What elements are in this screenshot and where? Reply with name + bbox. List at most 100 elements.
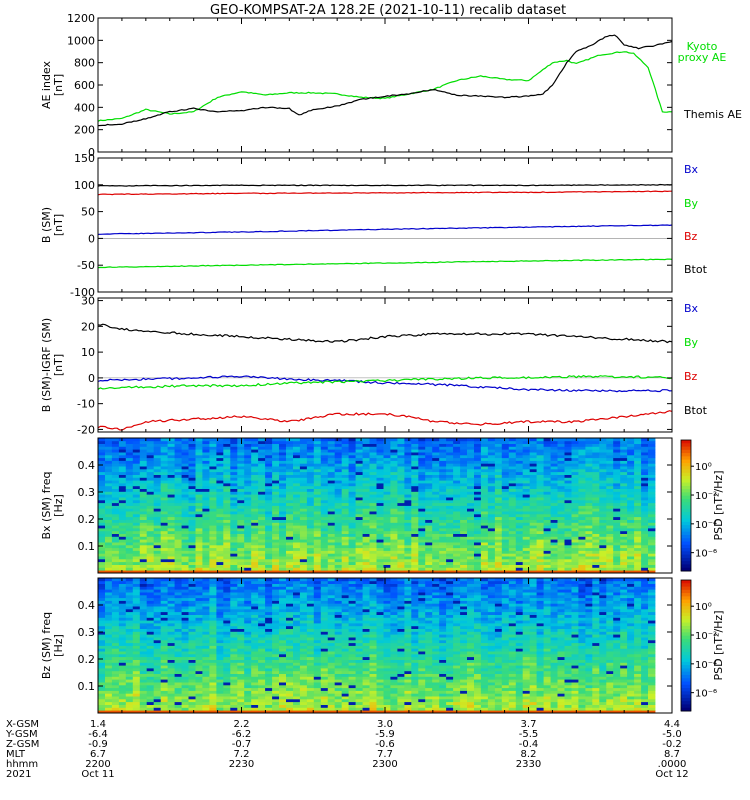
spectrogram-cell	[244, 471, 252, 475]
spectrogram-cell	[418, 516, 426, 520]
spectrogram-cell	[202, 528, 210, 532]
spectrogram-cell	[286, 452, 294, 456]
spectrogram-cell	[550, 474, 558, 478]
spectrogram-cell	[286, 483, 294, 487]
spectrogram-cell	[550, 499, 558, 504]
spectrogram-cell	[571, 491, 579, 495]
spectrogram-cell	[293, 438, 301, 442]
spectrogram-cell	[467, 544, 475, 549]
spectrogram-cell	[641, 452, 649, 456]
spectrogram-cell	[202, 656, 210, 660]
spectrogram-cell	[460, 519, 468, 523]
spectrogram-cell	[181, 662, 189, 666]
spectrogram-cell	[230, 525, 238, 529]
spectrogram-cell	[522, 505, 531, 509]
spectrogram-cell	[111, 623, 120, 627]
spectrogram-cell	[146, 679, 155, 683]
spectrogram-cell	[160, 693, 169, 697]
series-line-by	[97, 258, 673, 269]
spectrogram-cell	[167, 530, 175, 534]
spectrogram-cell	[494, 468, 503, 473]
spectrogram-cell	[125, 488, 134, 492]
spectrogram-cell	[529, 446, 538, 450]
spectrogram-cell	[557, 449, 565, 453]
spectrogram-cell	[202, 704, 210, 708]
spectrogram-cell	[160, 544, 169, 549]
spectrogram-cell	[153, 653, 162, 658]
spectrogram-cell	[174, 662, 182, 666]
spectrogram-cell	[550, 513, 558, 518]
spectrogram-cell	[293, 530, 301, 534]
spectrogram-cell	[634, 497, 642, 501]
spectrogram-cell	[334, 491, 343, 495]
spectrogram-cell	[348, 483, 356, 487]
spectrogram-cell	[118, 499, 127, 504]
spectrogram-cell	[480, 564, 489, 568]
spectrogram-cell	[508, 497, 517, 501]
spectrogram-cell	[592, 542, 600, 546]
spectrogram-cell	[508, 567, 517, 571]
spectrogram-cell	[529, 474, 538, 478]
spectrogram-cell	[508, 485, 517, 489]
spectrogram-cell	[460, 446, 468, 450]
spectrogram-cell	[258, 513, 266, 518]
spectrogram-cell	[125, 623, 134, 627]
spectrogram-cell	[578, 480, 586, 484]
spectrogram-cell	[125, 578, 134, 582]
spectrogram-cell	[432, 522, 440, 526]
spectrogram-cell	[223, 542, 231, 546]
spectrogram-cell	[585, 463, 593, 467]
spectrogram-cell	[613, 460, 621, 464]
spectrogram-cell	[188, 558, 196, 563]
spectrogram-cell	[223, 466, 231, 470]
spectrogram-cell	[327, 530, 336, 534]
spectrogram-cell	[167, 474, 175, 478]
spectrogram-cell	[181, 542, 189, 546]
spectrogram-cell	[118, 578, 127, 582]
spectrogram-cell	[494, 474, 503, 478]
spectrogram-cell	[174, 648, 182, 652]
spectrogram-cell	[306, 508, 315, 512]
spectrogram-cell	[467, 474, 475, 478]
spectrogram-cell	[244, 513, 252, 518]
spectrogram-cell	[425, 539, 433, 543]
spectrogram-cell	[279, 513, 287, 518]
spectrogram-cell	[606, 525, 614, 529]
spectrogram-cell	[132, 603, 141, 607]
spectrogram-cell	[557, 542, 565, 546]
spectrogram-cell	[146, 603, 155, 607]
spectrogram-cell	[418, 468, 426, 473]
spectrogram-cell	[98, 578, 106, 582]
spectrogram-cell	[425, 471, 433, 475]
spectrogram-cell	[536, 491, 544, 495]
spectrogram-cell	[585, 561, 593, 565]
spectrogram-cell	[515, 483, 524, 487]
spectrogram-cell	[209, 494, 217, 498]
spectrogram-cell	[139, 589, 148, 593]
spectrogram-cell	[202, 547, 210, 551]
spectrogram-cell	[279, 438, 287, 442]
spectrogram-cell	[641, 528, 649, 532]
spectrogram-cell	[195, 446, 203, 450]
spectrogram-cell	[125, 567, 134, 571]
spectrogram-cell	[286, 474, 294, 478]
spectrogram-cell	[299, 519, 308, 523]
spectrogram-cell	[105, 710, 113, 714]
spectrogram-cell	[118, 558, 127, 563]
spectrogram-cell	[508, 474, 517, 478]
spectrogram-cell	[98, 656, 106, 660]
spectrogram-cell	[174, 690, 182, 694]
spectrogram-cell	[418, 497, 426, 501]
spectrogram-cell	[411, 570, 419, 574]
spectrogram-cell	[334, 547, 343, 551]
spectrogram-cell	[251, 542, 259, 546]
spectrogram-cell	[195, 480, 203, 484]
spectrogram-cell	[550, 457, 558, 461]
spectrogram-cell	[550, 561, 558, 565]
spectrogram-cell	[467, 539, 475, 543]
spectrogram-cell	[404, 460, 412, 464]
spectrogram-cell	[181, 684, 189, 689]
spectrogram-cell	[627, 449, 635, 453]
spectrogram-cell	[348, 440, 356, 444]
spectrogram-cell	[223, 440, 231, 444]
